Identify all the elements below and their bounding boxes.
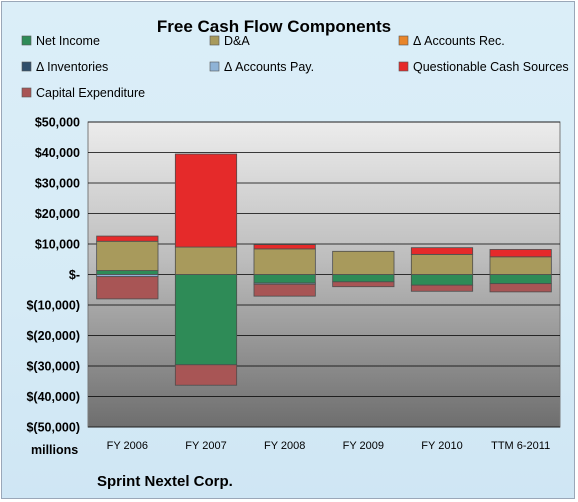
- bar-segment: [332, 274, 395, 283]
- x-tick-label: TTM 6-2011: [491, 440, 550, 452]
- bar-segment: [253, 274, 316, 284]
- bar-segment: [253, 244, 316, 250]
- y-tick-label: $50,000: [35, 116, 80, 130]
- bar-segment: [332, 250, 395, 275]
- bars: [96, 153, 552, 386]
- x-tick-label: FY 2009: [343, 440, 384, 452]
- legend: Net Income D&A Δ Accounts Rec. Δ Inventorie…: [21, 34, 569, 100]
- y-tick-label: $30,000: [35, 177, 80, 191]
- y-tick-label: $40,000: [35, 146, 80, 160]
- y-tick-label: $(20,000): [26, 329, 80, 343]
- legend-label: Capital Expenditure: [36, 86, 145, 100]
- legend-label: Δ Accounts Rec.: [413, 34, 505, 48]
- y-tick-label: $(30,000): [26, 360, 80, 374]
- bar-segment: [96, 270, 159, 275]
- bar-segment: [253, 283, 316, 297]
- legend-swatch: [21, 61, 32, 72]
- bar-segment: [174, 246, 238, 275]
- x-tick-label: FY 2007: [185, 440, 226, 452]
- bar-segment: [410, 274, 474, 286]
- legend-swatch: [398, 61, 409, 72]
- bar-segment: [96, 235, 159, 242]
- legend-swatch: [21, 35, 32, 46]
- legend-label: Δ Accounts Pay.: [224, 60, 314, 74]
- bar-segment: [489, 249, 552, 258]
- chart-title: Free Cash Flow Components: [157, 17, 391, 36]
- bar-segment: [174, 274, 238, 366]
- legend-label: D&A: [224, 34, 250, 48]
- y-tick-label: $-: [69, 268, 80, 282]
- y-tick-label: $(40,000): [26, 390, 80, 404]
- bar-segment: [489, 274, 552, 285]
- y-tick-label: $(10,000): [26, 299, 80, 313]
- bar-segment: [489, 256, 552, 275]
- y-tick-label: $(50,000): [26, 421, 80, 435]
- x-axis: FY 2006 FY 2007 FY 2008 FY 2009 FY 2010 TTM 6…: [107, 440, 551, 452]
- bar-segment: [174, 364, 238, 386]
- legend-label: Δ Inventories: [36, 60, 108, 74]
- bar-segment: [489, 283, 552, 293]
- gridlines: [88, 121, 560, 428]
- unit-label: millions: [31, 443, 78, 457]
- company-name: Sprint Nextel Corp.: [97, 473, 233, 490]
- bar-segment: [174, 153, 238, 248]
- bar-segment: [96, 276, 159, 300]
- legend-label: Net Income: [36, 34, 100, 48]
- legend-label: Questionable Cash Sources: [413, 60, 569, 74]
- y-axis: $50,000 $40,000 $30,000 $20,000 $10,000 $- $(1…: [26, 116, 80, 435]
- x-tick-label: FY 2008: [264, 440, 305, 452]
- legend-swatch: [398, 35, 409, 46]
- legend-swatch: [21, 87, 32, 98]
- bar-segment: [96, 240, 159, 271]
- bar-segment: [332, 281, 395, 288]
- legend-swatch: [209, 35, 220, 46]
- bar-segment: [410, 284, 474, 292]
- bar-segment: [410, 247, 474, 255]
- y-tick-label: $10,000: [35, 238, 80, 252]
- y-tick-label: $20,000: [35, 207, 80, 221]
- bar-segment: [410, 253, 474, 275]
- legend-swatch: [209, 61, 220, 72]
- bar-segment: [253, 248, 316, 275]
- x-tick-label: FY 2010: [421, 440, 462, 452]
- x-tick-label: FY 2006: [107, 440, 148, 452]
